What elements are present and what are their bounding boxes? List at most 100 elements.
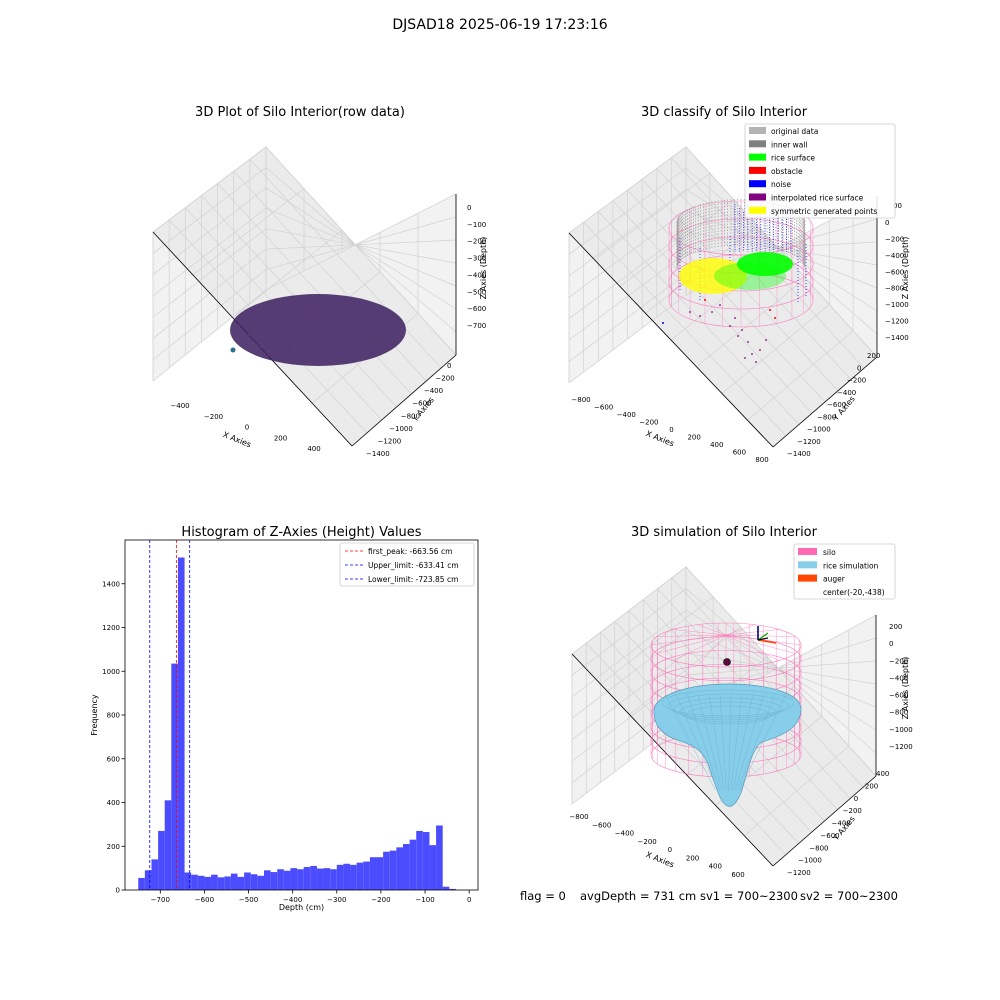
ax2-ztick: −800 bbox=[885, 285, 904, 293]
ax2-interpolated-point bbox=[751, 353, 753, 355]
hist-ytick-label: 400 bbox=[107, 799, 120, 807]
ax2-legend-label: original data bbox=[771, 127, 818, 136]
ax2-title: 3D classify of Silo Interior bbox=[641, 105, 808, 120]
hist-bar bbox=[230, 873, 238, 890]
hist-bar bbox=[191, 874, 198, 890]
ax3-title: Histogram of Z-Axies (Height) Values bbox=[181, 525, 421, 540]
ax2-ztick: −600 bbox=[885, 268, 904, 276]
ax2-obstacle-point bbox=[704, 299, 706, 301]
ax4-rice-mesh bbox=[708, 693, 725, 791]
ax4-auger-axis-y bbox=[757, 632, 769, 641]
ax2-legend-label: inner wall bbox=[771, 140, 808, 149]
ax1-xlabel: X Axies bbox=[222, 430, 253, 449]
ax4-ytick: −600 bbox=[820, 832, 839, 840]
ax4-silo-roof bbox=[725, 634, 755, 666]
histogram-plot: Histogram of Z-Axies (Height) Values −700… bbox=[90, 525, 479, 912]
ax4-ztick: 200 bbox=[889, 623, 902, 631]
ax1-xtick: −400 bbox=[170, 402, 189, 410]
ax2-legend-swatch bbox=[749, 166, 766, 174]
hist-bar bbox=[283, 870, 291, 890]
ax2-ztick: −1200 bbox=[885, 318, 909, 326]
footer-sv2: sv2 = 700~2300 bbox=[800, 889, 898, 903]
ax1-ytick: −800 bbox=[401, 412, 420, 420]
ax4-auger-axis-k bbox=[757, 637, 769, 641]
ax4-silo-roof bbox=[725, 624, 755, 636]
hist-bar bbox=[257, 875, 264, 890]
hist-ytick-label: 600 bbox=[107, 755, 120, 763]
hist-bar bbox=[310, 865, 317, 890]
ax1-ztick: −300 bbox=[467, 255, 486, 263]
ax4-silo-roof bbox=[672, 634, 727, 661]
ax4-legend-label: rice simulation bbox=[823, 561, 879, 570]
ax1-ytick: 0 bbox=[447, 362, 451, 370]
hist-xtick-label: −300 bbox=[327, 896, 346, 904]
ax4-ytick: −1200 bbox=[787, 869, 811, 877]
ax4-ytick: 0 bbox=[854, 795, 858, 803]
ax4-rice-mesh bbox=[728, 693, 732, 791]
ax4-xtick: 600 bbox=[731, 871, 744, 879]
ax2-legend-swatch bbox=[749, 153, 766, 161]
ax4-ztick: −1200 bbox=[889, 743, 913, 751]
ax2-xtick: −800 bbox=[571, 396, 590, 404]
hist-bar bbox=[383, 851, 390, 890]
ax1-outlier-point bbox=[230, 347, 236, 353]
ax2-legend-frame bbox=[744, 123, 896, 219]
ax4-ytick: 400 bbox=[876, 770, 889, 778]
ax4-ytick: −1000 bbox=[798, 857, 822, 865]
ax2-xtick: 400 bbox=[710, 441, 723, 449]
ax2-interpolated-point bbox=[699, 315, 701, 317]
ax2-ztick-partial: 00 bbox=[893, 202, 902, 210]
ax4-rice-mesh bbox=[735, 693, 765, 791]
ax1-grid-z bbox=[152, 207, 457, 297]
ax4-axis-y bbox=[772, 775, 877, 867]
ax2-legend-label: obstacle bbox=[771, 167, 803, 176]
hist-bar bbox=[237, 876, 245, 890]
ax2-axis-x bbox=[568, 232, 774, 448]
ax4-legend-label: center(-20,-438) bbox=[823, 588, 885, 597]
ax4-zlabel: Z Axies (Depth) bbox=[901, 657, 910, 720]
hist-bar bbox=[330, 869, 337, 890]
ax4-xtick: −600 bbox=[592, 821, 611, 829]
ax2-axis-y bbox=[772, 356, 878, 448]
ax2-legend-swatch bbox=[749, 127, 766, 134]
ax2-obstacle-point bbox=[769, 309, 771, 311]
ax4-xtick: −400 bbox=[615, 830, 634, 838]
ax2-ytick: −200 bbox=[847, 377, 866, 385]
ax1-grid-z bbox=[152, 166, 457, 333]
ax2-ytick: −800 bbox=[817, 413, 836, 421]
ax4-rice-mesh bbox=[732, 693, 754, 791]
ax1-ztick: −600 bbox=[467, 305, 486, 313]
hist-bar bbox=[363, 861, 370, 890]
hist-ytick-label: 200 bbox=[107, 843, 120, 851]
ax1-xtick: −200 bbox=[204, 413, 223, 421]
hist-bar bbox=[402, 844, 410, 890]
hist-bar bbox=[416, 830, 423, 890]
ax2-ztick: −400 bbox=[885, 252, 904, 260]
ax4-ytick: −800 bbox=[809, 844, 828, 852]
ax4-rice-mesh bbox=[739, 693, 787, 791]
ax4-rice-surface bbox=[653, 683, 802, 807]
hist-bar bbox=[409, 839, 417, 890]
ax4-auger-axis-x bbox=[757, 639, 777, 644]
hist-bar bbox=[197, 875, 205, 890]
hist-bar bbox=[336, 864, 344, 890]
hist-bar bbox=[422, 832, 430, 890]
ax4-ztick: −600 bbox=[889, 692, 908, 700]
hist-xlabel: Depth (cm) bbox=[279, 903, 324, 912]
ax2-legend-swatch bbox=[749, 193, 766, 201]
footer-flag: flag = 0 bbox=[520, 889, 566, 903]
ax4-axis-x bbox=[571, 653, 774, 867]
ax2-interpolated-point bbox=[741, 329, 743, 331]
hist-bar bbox=[151, 859, 159, 890]
hist-legend-label: Upper_limit: -633.41 cm bbox=[368, 561, 459, 570]
ax2-interpolated-point bbox=[759, 349, 761, 351]
hist-legend-label: Lower_limit: -723.85 cm bbox=[368, 575, 458, 584]
ax2-grid-z bbox=[568, 195, 878, 384]
ax2-xtick: −600 bbox=[594, 404, 613, 412]
ax1-grid-z bbox=[152, 228, 457, 318]
ax4-ztick: −200 bbox=[889, 657, 908, 665]
hist-bar bbox=[429, 845, 437, 890]
ax4-silo-roof bbox=[656, 634, 727, 654]
ax1-ytick: −200 bbox=[435, 375, 454, 383]
ax2-xtick: 200 bbox=[687, 434, 700, 442]
